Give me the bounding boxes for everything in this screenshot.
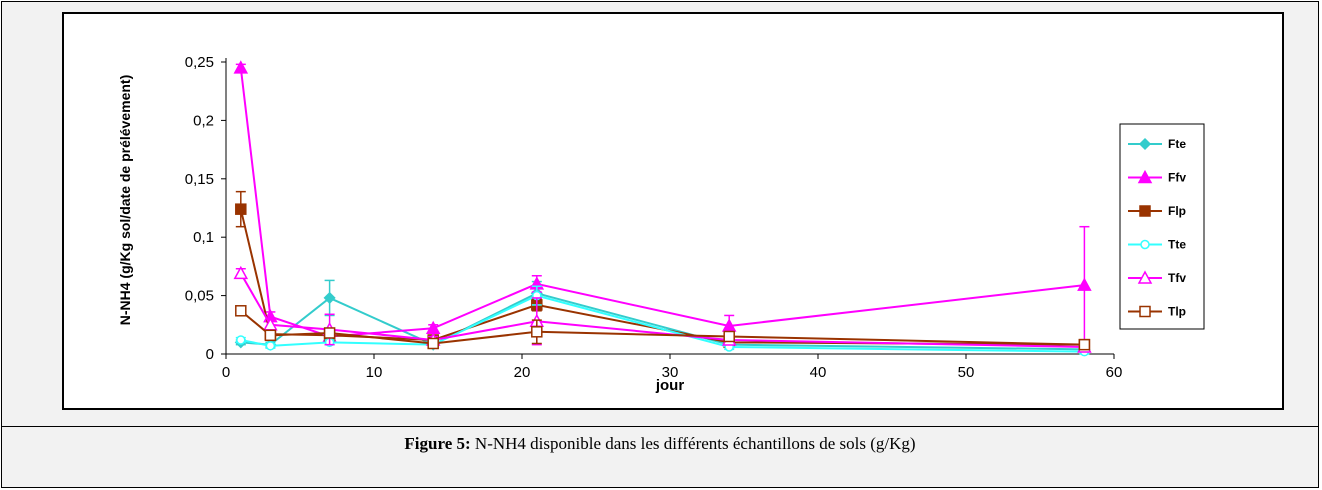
x-tick-label: 60 — [1106, 364, 1123, 381]
series-ffv — [233, 60, 1092, 345]
legend-marker — [1137, 270, 1153, 284]
legend-marker — [1140, 239, 1150, 250]
legend: Fte Ffv Flp Tte Tfv Tlp — [1119, 123, 1205, 330]
series-line — [239, 208, 1085, 346]
legend-item-tlp: Tlp — [1128, 305, 1186, 319]
data-point — [1078, 338, 1091, 351]
legend-item-ffv: Ffv — [1128, 169, 1186, 185]
legend-box — [1119, 123, 1205, 330]
data-point — [235, 203, 247, 215]
chart-area: 0 0,05 0,1 0,15 0,2 0,25 0 10 20 30 40 50 60 jour N-NH… — [62, 12, 1284, 410]
data-point — [723, 330, 735, 343]
data-point — [233, 60, 249, 74]
series-tfv — [233, 265, 1092, 353]
series-tlp — [235, 305, 1091, 351]
legend-label: Flp — [1168, 204, 1186, 218]
data-point — [265, 341, 276, 351]
y-tick-label: 0 — [206, 346, 214, 363]
data-point — [323, 291, 336, 304]
y-tick-label: 0,2 — [193, 112, 214, 129]
y-axis-title: N-NH4 (g/Kg sol/date de prélévement) — [117, 75, 133, 326]
caption-label: Figure 5: — [404, 434, 471, 453]
legend-item-flp: Flp — [1128, 204, 1186, 218]
line-chart: 0 0,05 0,1 0,15 0,2 0,25 0 10 20 30 40 50 60 jour N-NH… — [117, 54, 1205, 394]
x-tick-label: 20 — [514, 364, 531, 381]
legend-marker — [1139, 205, 1151, 217]
y-tick-label: 0,05 — [185, 288, 214, 305]
data-point — [233, 265, 249, 280]
y-tick-label: 0,15 — [185, 171, 214, 188]
legend-label: Fte — [1168, 137, 1186, 151]
legend-item-tte: Tte — [1128, 238, 1186, 252]
x-tick-label: 50 — [958, 364, 975, 381]
data-point — [236, 335, 246, 345]
caption-text: N-NH4 disponible dans les différents éch… — [470, 434, 916, 453]
x-tick-label: 0 — [222, 364, 230, 381]
figure-caption: Figure 5: N-NH4 disponible dans les diff… — [2, 434, 1318, 454]
legend-item-fte: Fte — [1128, 137, 1186, 151]
caption-divider — [2, 426, 1318, 427]
series-line — [239, 67, 1085, 338]
legend-label: Tfv — [1168, 271, 1186, 285]
legend-marker — [1137, 169, 1153, 184]
data-point — [531, 326, 543, 338]
data-point — [427, 337, 439, 350]
data-point — [235, 305, 247, 317]
y-tick-label: 0,25 — [185, 54, 214, 71]
data-point — [1077, 277, 1092, 291]
data-point — [264, 329, 277, 342]
y-tick-label: 0,1 — [193, 229, 214, 246]
legend-marker — [1139, 305, 1151, 318]
x-tick-label: 30 — [662, 364, 679, 381]
data-point — [323, 327, 336, 339]
x-tick-label: 10 — [366, 364, 383, 381]
legend-marker — [1138, 137, 1152, 151]
legend-item-tfv: Tfv — [1128, 270, 1186, 285]
legend-label: Tte — [1168, 238, 1186, 252]
x-tick-label: 40 — [810, 364, 827, 381]
legend-label: Ffv — [1168, 171, 1186, 185]
legend-label: Tlp — [1168, 305, 1186, 319]
x-axis-title: jour — [655, 377, 684, 394]
